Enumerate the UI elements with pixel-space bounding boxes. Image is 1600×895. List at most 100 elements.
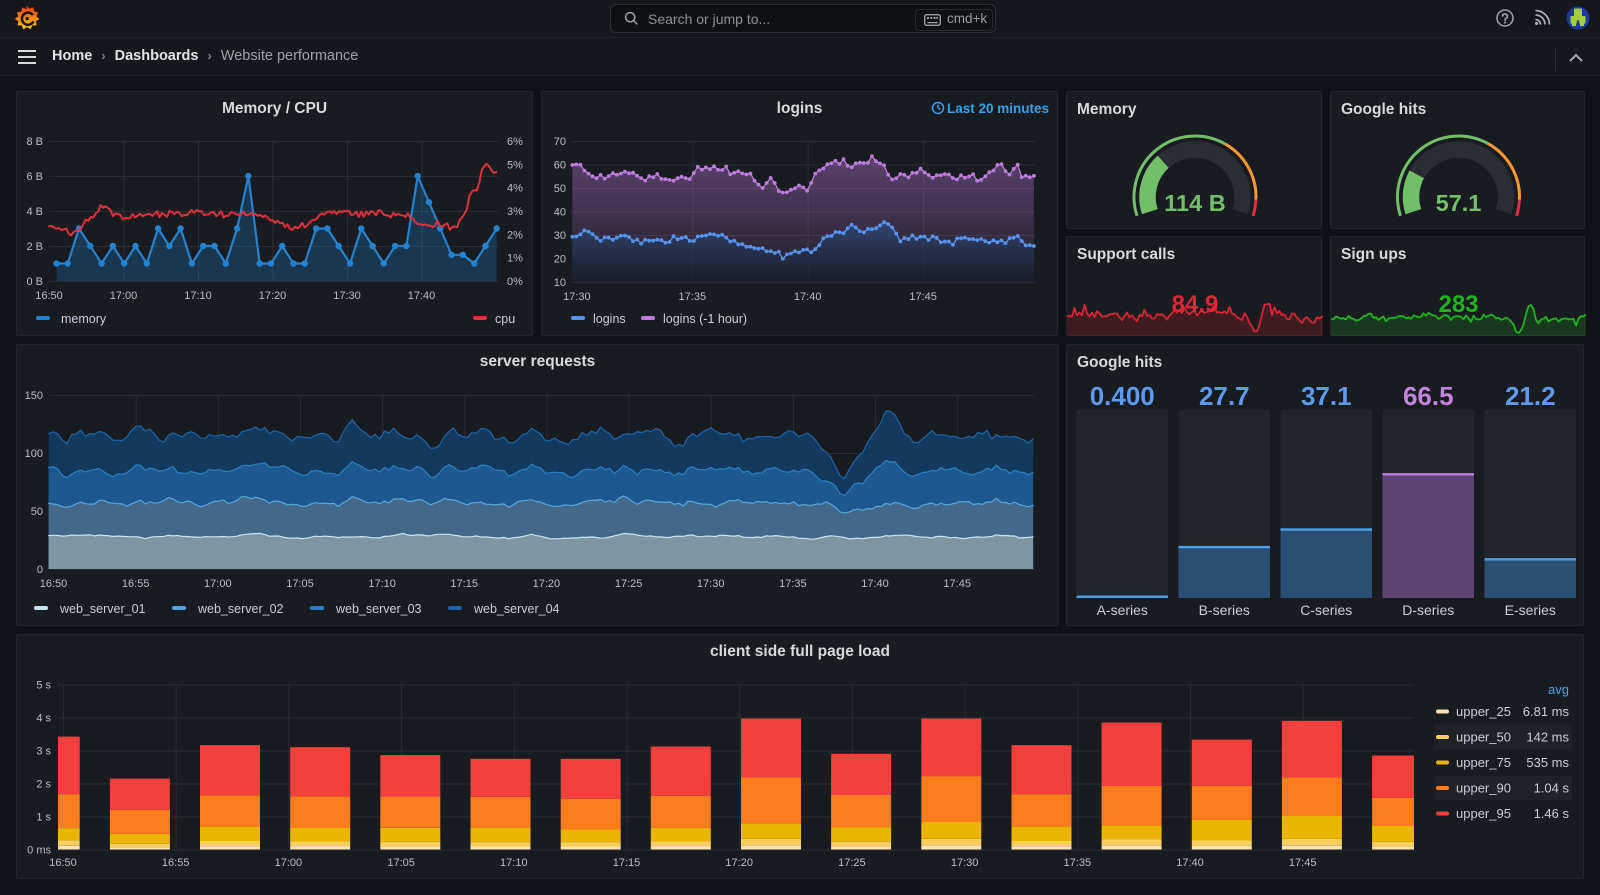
svg-text:2%: 2% [507, 229, 523, 241]
svg-text:17:30: 17:30 [563, 291, 591, 303]
svg-text:17:10: 17:10 [184, 290, 212, 302]
svg-text:6%: 6% [507, 136, 523, 148]
svg-text:17:40: 17:40 [408, 290, 436, 302]
svg-text:Last 20 minutes: Last 20 minutes [947, 101, 1049, 116]
svg-text:5%: 5% [507, 159, 523, 171]
svg-text:3%: 3% [507, 206, 523, 218]
svg-text:114 B: 114 B [1164, 190, 1225, 216]
svg-text:D-series: D-series [1402, 602, 1454, 618]
svg-text:server requests: server requests [480, 353, 595, 370]
svg-text:17:30: 17:30 [697, 578, 725, 590]
svg-text:17:35: 17:35 [779, 578, 807, 590]
svg-text:66.5: 66.5 [1403, 381, 1454, 411]
svg-text:57.1: 57.1 [1436, 190, 1482, 216]
svg-text:535 ms: 535 ms [1526, 755, 1569, 770]
svg-text:Support calls: Support calls [1077, 246, 1175, 263]
svg-text:30: 30 [554, 230, 566, 242]
svg-text:E-series: E-series [1505, 602, 1556, 618]
svg-text:17:40: 17:40 [861, 578, 889, 590]
svg-text:B-series: B-series [1199, 602, 1250, 618]
svg-text:1%: 1% [507, 253, 523, 265]
svg-text:4 B: 4 B [26, 206, 43, 218]
svg-text:17:45: 17:45 [943, 578, 971, 590]
svg-text:150: 150 [25, 390, 43, 402]
svg-text:logins: logins [593, 312, 626, 326]
svg-text:3 s: 3 s [36, 746, 51, 758]
svg-text:17:25: 17:25 [838, 857, 866, 869]
svg-text:17:40: 17:40 [1176, 857, 1204, 869]
svg-text:web_server_04: web_server_04 [473, 602, 560, 616]
svg-text:17:15: 17:15 [613, 857, 641, 869]
svg-text:16:50: 16:50 [40, 578, 68, 590]
svg-text:17:00: 17:00 [204, 578, 232, 590]
svg-text:cpu: cpu [495, 312, 515, 326]
svg-text:17:30: 17:30 [333, 290, 361, 302]
svg-text:8 B: 8 B [26, 136, 43, 148]
svg-text:27.7: 27.7 [1199, 381, 1250, 411]
svg-text:17:20: 17:20 [259, 290, 287, 302]
svg-text:84.9: 84.9 [1172, 291, 1219, 318]
svg-text:0.400: 0.400 [1090, 381, 1155, 411]
svg-text:17:35: 17:35 [1064, 857, 1092, 869]
svg-text:1 s: 1 s [36, 812, 51, 824]
svg-text:Sign ups: Sign ups [1341, 246, 1406, 263]
svg-text:17:00: 17:00 [275, 857, 303, 869]
svg-text:37.1: 37.1 [1301, 381, 1352, 411]
svg-text:17:40: 17:40 [794, 291, 822, 303]
svg-text:1.04 s: 1.04 s [1534, 781, 1570, 796]
svg-text:40: 40 [554, 207, 566, 219]
svg-text:2 B: 2 B [26, 241, 43, 253]
svg-text:upper_50: upper_50 [1456, 730, 1511, 745]
svg-text:6 B: 6 B [26, 171, 43, 183]
svg-text:1.46 s: 1.46 s [1534, 806, 1570, 821]
svg-text:17:05: 17:05 [286, 578, 314, 590]
svg-text:upper_90: upper_90 [1456, 781, 1511, 796]
svg-text:Memory / CPU: Memory / CPU [222, 100, 327, 117]
svg-text:142 ms: 142 ms [1526, 730, 1569, 745]
svg-text:4 s: 4 s [36, 713, 51, 725]
svg-text:17:20: 17:20 [533, 578, 561, 590]
svg-text:web_server_03: web_server_03 [335, 602, 422, 616]
svg-text:5 s: 5 s [36, 680, 51, 692]
svg-text:web_server_02: web_server_02 [197, 602, 284, 616]
svg-text:Google hits: Google hits [1077, 354, 1162, 371]
svg-text:21.2: 21.2 [1505, 381, 1556, 411]
svg-text:0: 0 [37, 564, 43, 576]
svg-text:17:35: 17:35 [679, 291, 707, 303]
svg-text:web_server_01: web_server_01 [59, 602, 146, 616]
svg-text:2 s: 2 s [36, 779, 51, 791]
svg-text:16:55: 16:55 [162, 857, 190, 869]
svg-text:17:00: 17:00 [110, 290, 138, 302]
svg-text:logins: logins [777, 100, 823, 117]
svg-text:upper_95: upper_95 [1456, 806, 1511, 821]
svg-text:20: 20 [554, 254, 566, 266]
svg-text:0 B: 0 B [26, 276, 43, 288]
svg-text:16:50: 16:50 [49, 857, 77, 869]
svg-text:upper_25: upper_25 [1456, 704, 1511, 719]
svg-text:16:55: 16:55 [122, 578, 150, 590]
svg-text:4%: 4% [507, 183, 523, 195]
svg-text:100: 100 [25, 448, 43, 460]
svg-text:6.81 ms: 6.81 ms [1523, 704, 1570, 719]
svg-text:0%: 0% [507, 276, 523, 288]
svg-text:17:20: 17:20 [725, 857, 753, 869]
svg-text:17:25: 17:25 [615, 578, 643, 590]
svg-text:283: 283 [1438, 291, 1478, 318]
svg-text:upper_75: upper_75 [1456, 755, 1511, 770]
svg-text:memory: memory [61, 312, 107, 326]
svg-text:0 ms: 0 ms [27, 845, 51, 857]
svg-text:Google hits: Google hits [1341, 101, 1426, 118]
svg-text:C-series: C-series [1300, 602, 1352, 618]
svg-text:60: 60 [554, 160, 566, 172]
svg-text:17:30: 17:30 [951, 857, 979, 869]
svg-text:50: 50 [554, 183, 566, 195]
svg-text:17:05: 17:05 [387, 857, 415, 869]
svg-text:17:45: 17:45 [909, 291, 937, 303]
svg-text:17:15: 17:15 [450, 578, 478, 590]
svg-text:A-series: A-series [1097, 602, 1148, 618]
svg-text:10: 10 [554, 277, 566, 289]
svg-text:16:50: 16:50 [35, 290, 63, 302]
svg-text:logins (-1 hour): logins (-1 hour) [663, 312, 747, 326]
svg-text:17:10: 17:10 [500, 857, 528, 869]
svg-text:17:45: 17:45 [1289, 857, 1317, 869]
